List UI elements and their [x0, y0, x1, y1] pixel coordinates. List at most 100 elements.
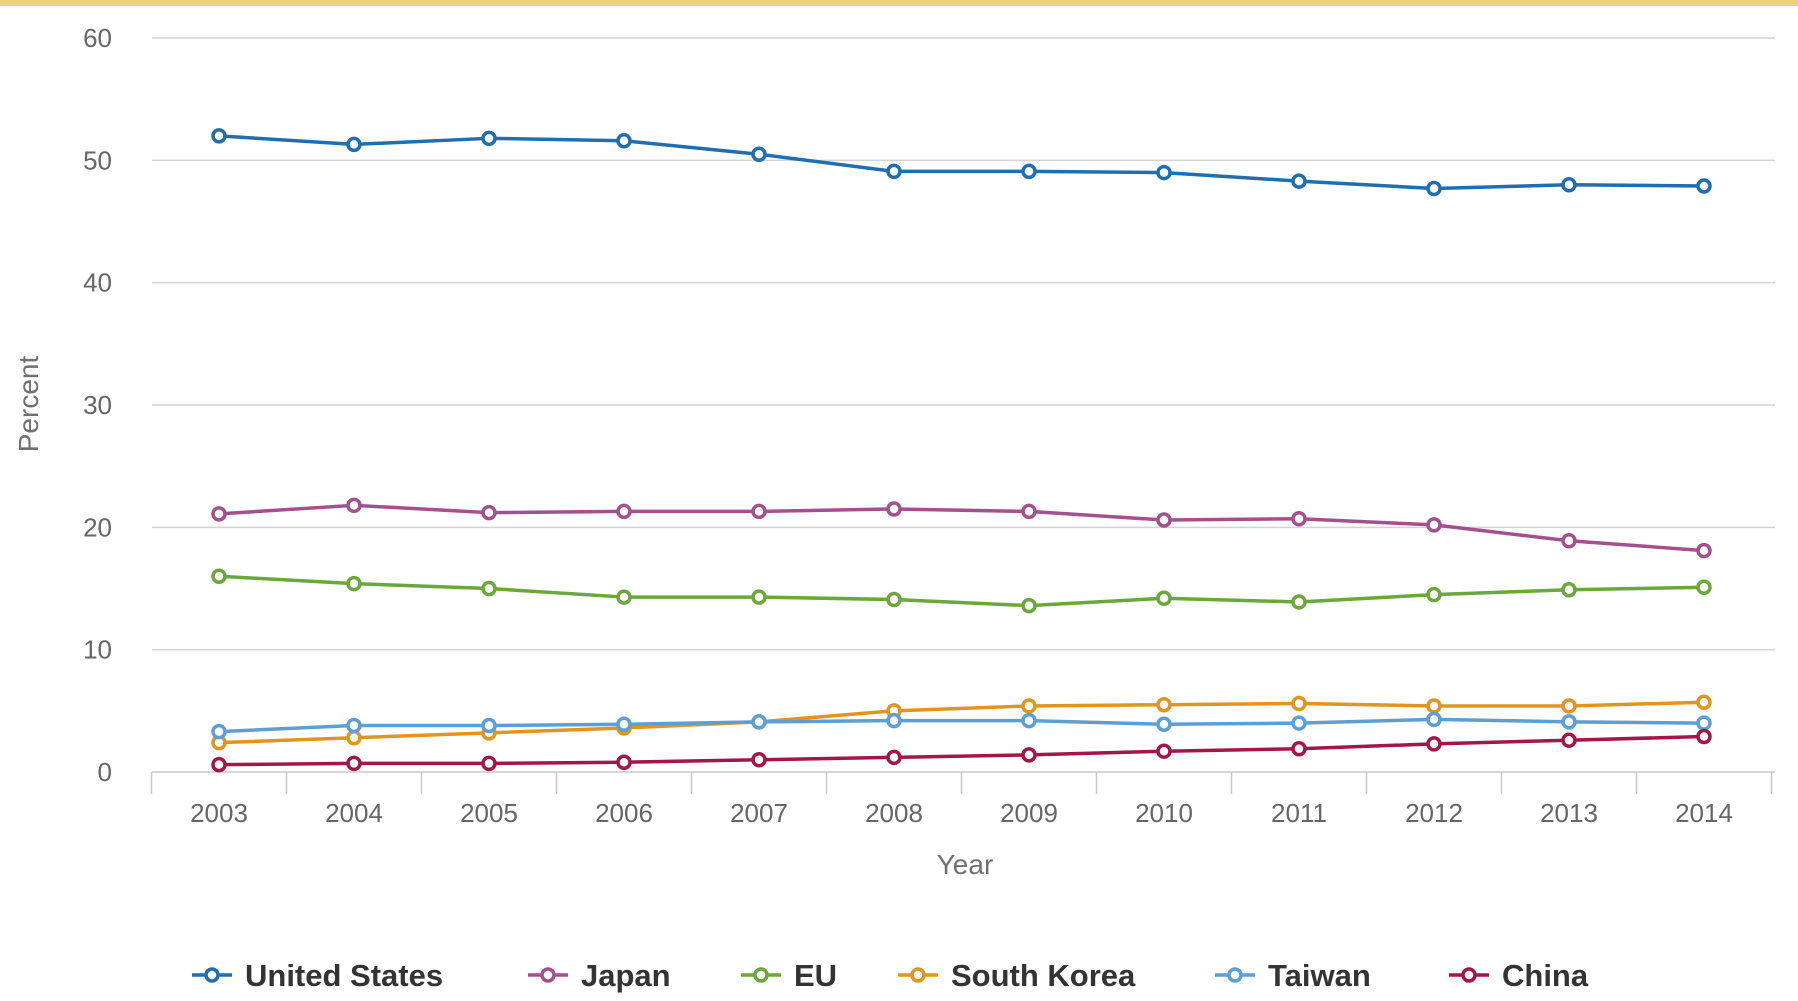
y-tick-label: 20	[83, 512, 112, 542]
series-japan	[211, 497, 1712, 559]
data-point[interactable]	[1156, 696, 1172, 713]
x-tick-label: 2003	[190, 798, 248, 828]
series-line	[218, 734, 1705, 767]
data-point[interactable]	[1696, 542, 1712, 559]
data-point[interactable]	[751, 503, 767, 520]
y-tick-label: 40	[83, 268, 112, 298]
legend-marker-icon	[1227, 967, 1243, 983]
data-point[interactable]	[1426, 711, 1442, 728]
data-point[interactable]	[616, 716, 632, 733]
data-point[interactable]	[1021, 503, 1037, 520]
y-tick-label: 60	[83, 23, 112, 53]
data-point[interactable]	[886, 712, 902, 729]
legend-marker-icon	[204, 967, 220, 983]
grid-lines	[152, 37, 1775, 651]
data-point[interactable]	[1696, 178, 1712, 194]
data-point[interactable]	[1021, 597, 1037, 614]
data-point[interactable]	[1426, 180, 1442, 197]
top-accent-bar	[0, 0, 1798, 6]
data-point[interactable]	[346, 755, 362, 772]
data-point[interactable]	[1156, 164, 1172, 181]
data-point[interactable]	[886, 501, 902, 517]
data-point[interactable]	[346, 729, 362, 746]
data-point[interactable]	[1561, 698, 1577, 714]
data-point[interactable]	[886, 591, 902, 608]
data-point[interactable]	[211, 568, 227, 585]
data-point[interactable]	[751, 146, 767, 162]
data-point[interactable]	[616, 503, 632, 520]
data-point[interactable]	[1021, 698, 1037, 714]
data-point[interactable]	[1156, 743, 1172, 759]
data-point[interactable]	[1291, 715, 1307, 731]
data-point[interactable]	[1561, 177, 1577, 193]
y-tick-label: 30	[83, 390, 112, 420]
data-point[interactable]	[1291, 695, 1307, 712]
data-point[interactable]	[1426, 586, 1442, 603]
data-point[interactable]	[1426, 698, 1442, 714]
legend-label: South Korea	[951, 958, 1136, 993]
data-point[interactable]	[1021, 747, 1037, 763]
legend-item[interactable]: Taiwan	[1215, 958, 1371, 993]
data-point[interactable]	[1561, 714, 1577, 730]
x-tick-label: 2013	[1540, 798, 1598, 828]
legend-item[interactable]: United States	[192, 958, 443, 993]
data-point[interactable]	[1156, 512, 1172, 528]
legend-item[interactable]: South Korea	[898, 958, 1136, 993]
series-line	[218, 700, 1705, 745]
x-tick-label: 2006	[595, 798, 653, 828]
data-point[interactable]	[616, 133, 632, 149]
data-point[interactable]	[1426, 736, 1442, 752]
data-point[interactable]	[1696, 728, 1712, 745]
data-point[interactable]	[1696, 694, 1712, 711]
x-tick-label: 2009	[1000, 798, 1058, 828]
data-point[interactable]	[1291, 594, 1307, 610]
data-point[interactable]	[1021, 712, 1037, 729]
y-axis-ticks: 0 10 20 30 40 50 60	[83, 23, 112, 787]
data-point[interactable]	[346, 497, 362, 514]
data-point[interactable]	[1156, 590, 1172, 607]
legend: United States Japan EU South Korea Taiwan Chi…	[192, 958, 1589, 993]
data-point[interactable]	[211, 128, 227, 144]
legend-label: Japan	[581, 958, 671, 993]
data-point[interactable]	[1696, 579, 1712, 596]
data-point[interactable]	[1561, 732, 1577, 748]
series-eu	[211, 568, 1712, 614]
data-point[interactable]	[1561, 581, 1577, 598]
data-point[interactable]	[481, 580, 497, 597]
data-point[interactable]	[1561, 533, 1577, 549]
data-point[interactable]	[211, 506, 227, 522]
series-line	[218, 134, 1705, 191]
data-point[interactable]	[346, 136, 362, 153]
data-point[interactable]	[1156, 716, 1172, 733]
data-point[interactable]	[481, 130, 497, 147]
data-point[interactable]	[211, 756, 227, 773]
data-point[interactable]	[1696, 715, 1712, 731]
x-axis: 2003 2004 2005 2006 2007 2008 2009 2010 2011 2012…	[150, 771, 1775, 828]
data-point[interactable]	[886, 163, 902, 180]
data-point[interactable]	[616, 589, 632, 605]
data-point[interactable]	[346, 575, 362, 592]
data-point[interactable]	[886, 749, 902, 766]
data-point[interactable]	[1021, 163, 1037, 180]
data-point[interactable]	[481, 755, 497, 772]
legend-item[interactable]: EU	[741, 958, 837, 993]
data-point[interactable]	[1291, 511, 1307, 527]
data-point[interactable]	[1426, 517, 1442, 533]
legend-marker-icon	[910, 967, 926, 983]
data-point[interactable]	[1291, 173, 1307, 189]
data-point[interactable]	[751, 589, 767, 605]
data-point[interactable]	[616, 754, 632, 770]
data-point[interactable]	[1291, 741, 1307, 757]
data-point[interactable]	[481, 504, 497, 521]
series-line	[218, 503, 1705, 553]
x-tick-label: 2008	[865, 798, 923, 828]
legend-item[interactable]: Japan	[528, 958, 671, 993]
data-point[interactable]	[751, 752, 767, 768]
data-point[interactable]	[481, 717, 497, 734]
y-tick-label: 10	[83, 635, 112, 665]
series-china	[211, 728, 1712, 773]
legend-item[interactable]: China	[1449, 958, 1589, 993]
data-point[interactable]	[346, 717, 362, 734]
data-point[interactable]	[751, 714, 767, 730]
data-point[interactable]	[211, 723, 227, 740]
